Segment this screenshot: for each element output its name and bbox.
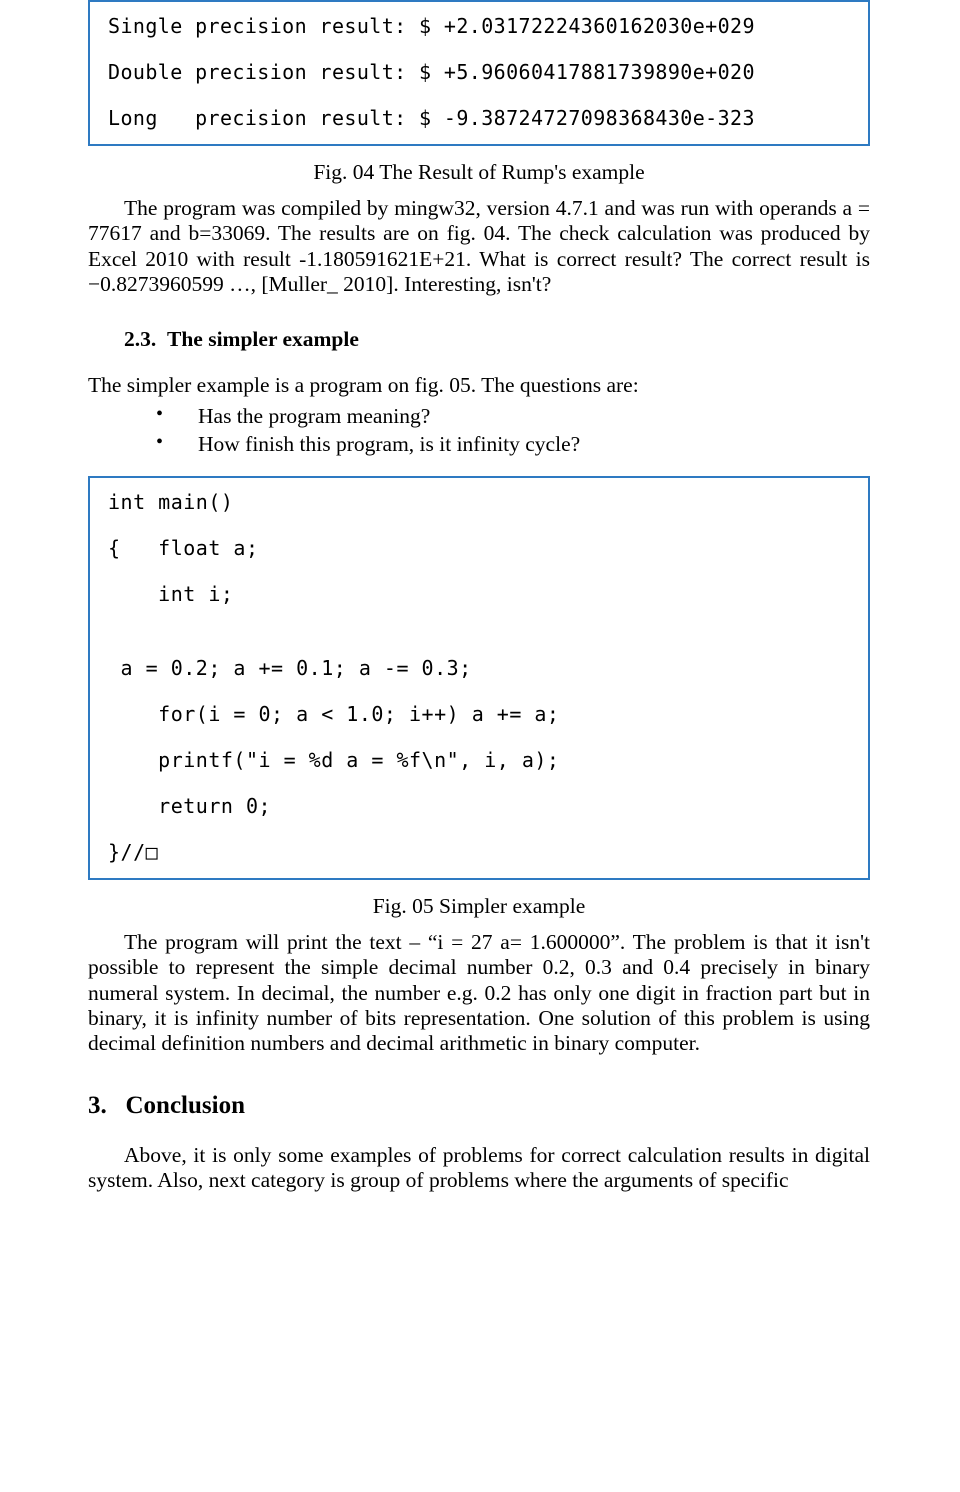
code-blank-line [108, 628, 850, 656]
paragraph-explanation: The program will print the text – “i = 2… [88, 930, 870, 1057]
paragraph-conclusion: Above, it is only some examples of probl… [88, 1143, 870, 1194]
simpler-example-code-box: int main() { float a; int i; a = 0.2; a … [88, 476, 870, 880]
code-line: return 0; [108, 794, 850, 818]
code-line: printf("i = %d a = %f\n", i, a); [108, 748, 850, 772]
code-line: int i; [108, 582, 850, 606]
list-item: Has the program meaning? [88, 404, 870, 430]
list-item: How finish this program, is it infinity … [88, 432, 870, 458]
code-line: { float a; [108, 536, 850, 560]
code-line: a = 0.2; a += 0.1; a -= 0.3; [108, 656, 850, 680]
section-3-title: 3. Conclusion [88, 1091, 870, 1121]
question-list: Has the program meaning? How finish this… [88, 404, 870, 458]
code-line: }//□ [108, 840, 850, 864]
code-line: int main() [108, 490, 850, 514]
paragraph-rump-explanation: The program was compiled by mingw32, ver… [88, 196, 870, 297]
subsection-2-3-title: 2.3. The simpler example [88, 327, 870, 353]
code-line: Long precision result: $ -9.387247270983… [108, 106, 850, 130]
code-line: Double precision result: $ +5.9606041788… [108, 60, 850, 84]
paragraph-simpler-intro: The simpler example is a program on fig.… [88, 373, 870, 398]
figure-05-caption: Fig. 05 Simpler example [88, 894, 870, 920]
result-code-box: Single precision result: $ +2.0317222436… [88, 0, 870, 146]
code-line: for(i = 0; a < 1.0; i++) a += a; [108, 702, 850, 726]
code-line: Single precision result: $ +2.0317222436… [108, 14, 850, 38]
figure-04-caption: Fig. 04 The Result of Rump's example [88, 160, 870, 186]
